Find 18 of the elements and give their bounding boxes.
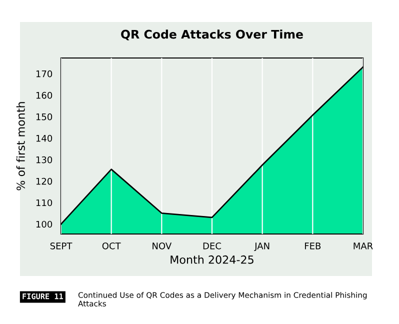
y-tick-label: 100 — [36, 220, 52, 228]
y-tick-label: 160 — [36, 92, 52, 99]
y-tick-label: 120 — [36, 178, 52, 185]
x-tick-label: SEPT — [50, 242, 72, 250]
x-tick-label: OCT — [102, 242, 121, 250]
y-tick-label: 150 — [36, 113, 52, 120]
x-tick-label: JAN — [254, 242, 270, 251]
y-axis-title: % of first month — [16, 102, 25, 190]
x-tick-label: NOV — [152, 242, 172, 250]
y-tick-label: 130 — [36, 156, 52, 164]
y-tick-label: 140 — [36, 134, 52, 142]
x-axis-title: Month 2024-25 — [170, 255, 254, 264]
y-tick-label: 110 — [36, 199, 52, 206]
y-tick-label: 170 — [36, 70, 52, 78]
chart-title: QR Code Attacks Over Time — [121, 30, 303, 40]
x-tick-label: FEB — [305, 242, 321, 250]
x-tick-label: MAR — [354, 242, 373, 250]
x-tick-label: DEC — [203, 242, 221, 250]
